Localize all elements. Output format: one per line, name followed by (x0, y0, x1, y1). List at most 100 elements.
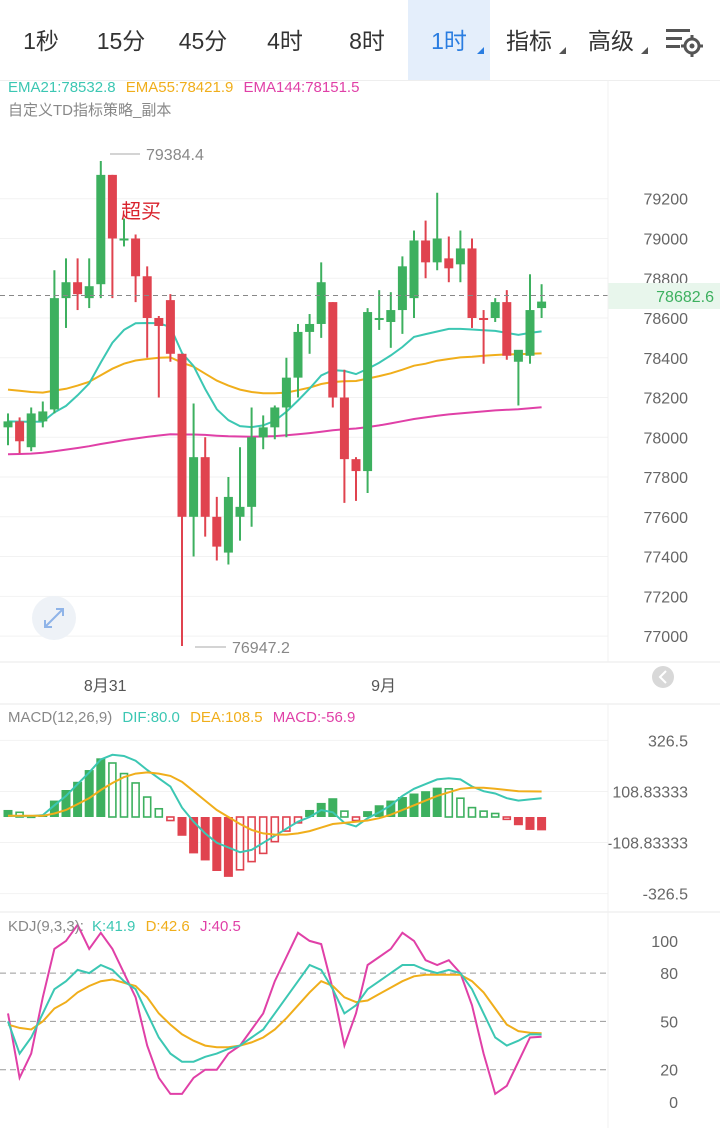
legend-ema55: EMA55:78421.9 (126, 80, 234, 96)
kdj-tick-label: 100 (651, 934, 678, 951)
settings-icon[interactable] (664, 24, 704, 58)
chart-area[interactable]: 7920079000788007860078400782007800077800… (0, 80, 720, 1128)
svg-text:KDJ(9,3,3): K:41.9 D:4: KDJ(9,3,3): K:41.9 D:42.6 J:40.5 (8, 918, 241, 935)
candle-body (177, 353, 187, 517)
macd-histogram-bar (502, 816, 512, 821)
candle-body (409, 240, 419, 299)
kdj-legend-d: D:42.6 (146, 918, 190, 935)
expand-icon[interactable] (32, 596, 76, 640)
candle-body (467, 248, 477, 319)
macd-histogram-bar (84, 770, 94, 817)
candle-body (3, 421, 13, 428)
price-tick-label: 77800 (644, 470, 689, 487)
candle-body (525, 310, 535, 356)
candle-body (165, 300, 175, 354)
macd-histogram-bar (108, 762, 117, 818)
candle-body (154, 318, 164, 326)
kdj-tick-label: 80 (660, 966, 678, 983)
candle-body (397, 266, 407, 311)
candle-body (537, 301, 547, 309)
tab-indicators[interactable]: 指标 (496, 0, 572, 80)
kdj-k-line (7, 963, 542, 1063)
macd-histogram-bar (397, 797, 407, 817)
macd-histogram-bar (154, 807, 164, 818)
macd-histogram-bar (305, 809, 315, 817)
candle-body (142, 276, 152, 319)
macd-dea-line (8, 771, 542, 836)
last-price-tag (608, 283, 720, 309)
candle-body (200, 457, 210, 517)
macd-histogram-bar (363, 811, 373, 817)
candle-body (131, 238, 141, 277)
kdj-legend-k: K:41.9 (92, 918, 135, 935)
macd-dif-line (7, 753, 542, 854)
candle-body (281, 377, 291, 408)
tab-45m[interactable]: 45分 (178, 28, 228, 54)
macd-histogram-bar (537, 817, 547, 831)
ema55-line (7, 352, 542, 395)
price-tick-label: 79000 (644, 231, 689, 248)
macd-histogram-bar (340, 810, 349, 818)
candle-body (258, 427, 268, 438)
macd-histogram-bar (351, 816, 361, 822)
scroll-to-latest-icon[interactable] (652, 666, 674, 688)
dropdown-triangle-icon (559, 47, 566, 54)
macd-histogram-bar (3, 809, 13, 817)
macd-histogram-bar (328, 798, 338, 817)
macd-histogram-bar (421, 791, 431, 817)
tab-8h[interactable]: 8时 (349, 28, 385, 54)
macd-histogram-bar (73, 781, 83, 817)
candle-body (339, 397, 349, 460)
macd-tick-label: -108.83333 (607, 836, 688, 853)
price-tick-label: 78200 (644, 391, 689, 408)
tab-indicators-label: 指标 (506, 28, 552, 54)
price-tick-label: 77600 (644, 510, 689, 527)
candle-body (15, 421, 25, 442)
high-price-marker: 79384.4 (146, 147, 204, 164)
last-price-value: 78682.6 (656, 289, 714, 306)
candle-body (363, 312, 373, 472)
candle-body (26, 413, 36, 448)
tab-15m[interactable]: 15分 (96, 28, 146, 54)
candle-body (444, 258, 454, 269)
tab-advanced-label: 高级 (588, 28, 634, 54)
macd-histogram-bar (270, 816, 280, 843)
price-tick-label: 77000 (644, 629, 689, 646)
candle-body (223, 496, 233, 553)
candle-body (96, 174, 106, 285)
candle-body (212, 516, 222, 547)
candle-body (38, 411, 48, 422)
tab-advanced[interactable]: 高级 (578, 0, 654, 80)
tab-1h[interactable]: 1时 (408, 0, 490, 80)
macd-histogram-bar (386, 800, 396, 817)
candle-body (513, 349, 523, 362)
candle-body (479, 318, 489, 321)
candle-body (351, 459, 361, 472)
macd-histogram-bar (96, 758, 106, 817)
macd-histogram-bar (247, 816, 256, 863)
macd-tick-label: 108.83333 (612, 784, 688, 801)
macd-histogram-bar (142, 796, 152, 818)
candle-body (119, 238, 129, 241)
macd-legend-title: MACD(12,26,9) (8, 709, 112, 726)
macd-histogram-bar (479, 810, 488, 818)
macd-tick-label: 326.5 (648, 733, 688, 750)
macd-legend-dif: DIF:80.0 (122, 709, 180, 726)
price-tick-label: 77200 (644, 589, 689, 606)
price-tick-label: 78400 (644, 351, 689, 368)
price-tick-label: 79200 (644, 192, 689, 209)
macd-histogram-bar (200, 817, 210, 861)
timeframe-toolbar: 1秒 15分 45分 4时 8时 1时 指标 高级 (0, 0, 720, 81)
macd-legend-dea: DEA:108.5 (190, 709, 263, 726)
macd-tick-label: -326.5 (643, 887, 688, 904)
tab-4h[interactable]: 4时 (267, 28, 303, 54)
overbought-signal-label: 超买 (121, 200, 161, 223)
kdj-legend-j: J:40.5 (200, 918, 241, 935)
macd-histogram-bar (189, 817, 199, 854)
candle-body (386, 310, 396, 322)
candle-body (328, 302, 338, 398)
candle-body (189, 457, 199, 517)
svg-text:EMA21:78532.8 EMA55:78421.: EMA21:78532.8 EMA55:78421.9 EMA144:78151… (8, 80, 359, 96)
low-price-marker: 76947.2 (232, 640, 290, 657)
tab-1s[interactable]: 1秒 (23, 28, 59, 54)
